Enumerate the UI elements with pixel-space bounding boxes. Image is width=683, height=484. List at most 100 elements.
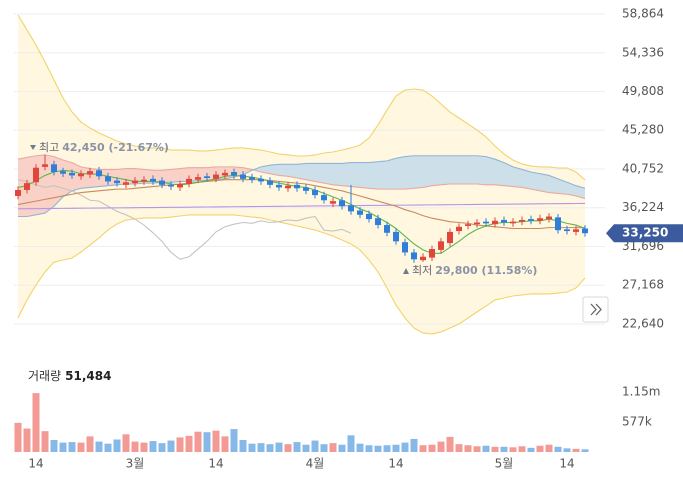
- cloud-segment: [549, 175, 558, 194]
- cloud-segment: [171, 168, 180, 183]
- volume-bar: [383, 445, 391, 452]
- cloud-segment: [288, 164, 297, 179]
- cloud-segment: [360, 162, 369, 189]
- volume-bar: [32, 393, 40, 452]
- cloud-segment: [351, 162, 360, 188]
- cloud-segment: [414, 155, 423, 189]
- cloud-segment: [513, 166, 522, 188]
- cloud-segment: [81, 166, 90, 189]
- candle-body: [348, 205, 354, 212]
- volume-bar: [50, 440, 58, 452]
- candle-body: [330, 201, 336, 204]
- candle-body: [114, 180, 120, 184]
- volume-bar: [257, 443, 265, 452]
- price-tag-label: 33,250: [622, 226, 668, 240]
- high-value: 42,450 (-21.67%): [62, 141, 169, 154]
- expand-button[interactable]: [582, 296, 609, 323]
- y-tick-label: 45,280: [622, 123, 664, 137]
- volume-bar: [275, 442, 283, 452]
- candle-body: [231, 172, 237, 176]
- volume-bar: [41, 431, 49, 452]
- volume-bar: [104, 443, 112, 452]
- volume-bar: [212, 430, 220, 452]
- volume-bar: [239, 440, 247, 452]
- volume-bar: [473, 446, 481, 452]
- cloud-segment: [522, 169, 531, 190]
- cloud-segment: [297, 163, 306, 180]
- volume-bar: [95, 441, 103, 452]
- candle-body: [393, 231, 399, 242]
- volume-bar: [464, 445, 472, 452]
- volume-bar: [167, 440, 175, 452]
- candle-body: [132, 180, 138, 184]
- x-tick-label: 14: [208, 457, 223, 471]
- y-tick-label: 40,752: [622, 161, 664, 175]
- candle-body: [465, 224, 471, 226]
- candle-body: [537, 218, 543, 221]
- candle-body: [24, 183, 30, 190]
- volume-bar: [491, 446, 499, 452]
- cloud-segment: [576, 185, 585, 199]
- candle-body: [123, 182, 129, 185]
- volume-bar: [581, 449, 589, 452]
- candle-body: [339, 200, 345, 207]
- cloud-segment: [567, 182, 576, 196]
- candle-body: [420, 256, 426, 261]
- candle-body: [78, 173, 84, 177]
- cloud-segment: [477, 155, 486, 185]
- candle-body: [15, 189, 21, 196]
- cloud-segment: [387, 158, 396, 190]
- volume-bar: [446, 436, 454, 452]
- candle-body: [474, 222, 480, 225]
- candle-body: [249, 177, 255, 180]
- cloud-segment: [531, 172, 540, 191]
- volume-tick-label: 577k: [622, 414, 652, 428]
- button-icon[interactable]: [590, 303, 602, 316]
- bollinger-upper-line: [17, 14, 586, 181]
- volume-label: 거래량: [28, 369, 61, 383]
- volume-bar: [68, 442, 76, 452]
- low-marker: [403, 268, 409, 274]
- volume-bar: [248, 443, 256, 452]
- cloud-segment: [423, 155, 432, 188]
- volume-bar: [347, 435, 355, 452]
- volume-bar: [302, 444, 310, 452]
- cloud-segment: [486, 156, 495, 185]
- candle-body: [87, 171, 93, 175]
- volume-bar: [203, 432, 211, 452]
- x-tick-label: 5월: [495, 457, 514, 471]
- volume-bar: [500, 446, 508, 452]
- x-tick-label: 14: [388, 457, 403, 471]
- volume-bar: [428, 444, 436, 452]
- cloud-segment: [45, 154, 54, 214]
- ma-mid-line: [17, 179, 585, 230]
- candle-body: [402, 242, 408, 253]
- volume-bar: [563, 448, 571, 452]
- volume-bar: [14, 422, 22, 452]
- volume-bar: [518, 446, 526, 452]
- candle-body: [195, 177, 201, 180]
- candle-body: [447, 231, 453, 244]
- candle-body: [222, 172, 228, 176]
- span-b-line: [18, 155, 586, 218]
- cloud-segment: [459, 155, 468, 184]
- cloud-segment: [72, 162, 81, 191]
- volume-bar: [293, 442, 301, 452]
- candle-body: [375, 218, 381, 226]
- candle-body: [564, 229, 570, 232]
- y-tick-label: 22,640: [622, 316, 664, 330]
- cloud-segment: [333, 163, 342, 186]
- candle-body: [267, 180, 273, 185]
- candle-body: [168, 184, 174, 187]
- volume-bar: [149, 441, 157, 452]
- cloud-segment: [315, 163, 324, 184]
- volume-bar: [320, 444, 328, 452]
- volume-bar: [509, 447, 517, 452]
- volume-bar: [221, 436, 229, 452]
- volume-bar: [356, 443, 364, 452]
- price-tag: [606, 224, 683, 243]
- candle-body: [321, 195, 327, 201]
- volume-bar: [572, 448, 580, 452]
